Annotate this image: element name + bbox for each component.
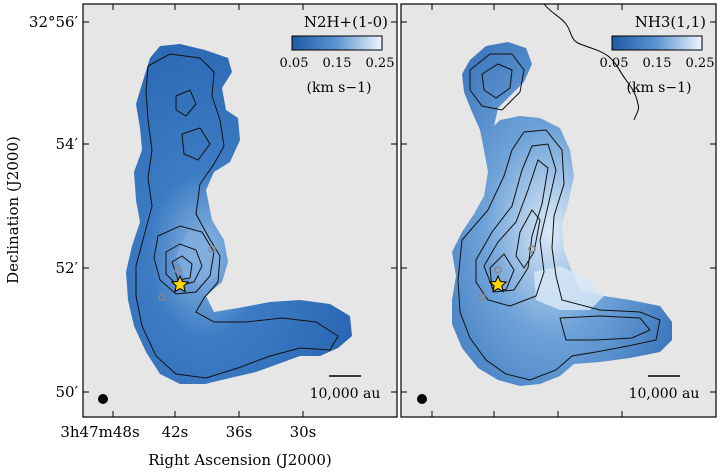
colorbar-tick: 0.15 xyxy=(323,56,352,71)
right-panel-ticks xyxy=(401,4,716,417)
molecule-label: NH3(1,1) xyxy=(635,13,706,31)
ra-tick-label: 30s xyxy=(290,423,317,441)
dec-tick-label: 52′ xyxy=(56,259,79,277)
ra-tick-labels: 3h47m48s 42s 36s 30s xyxy=(60,423,316,441)
n2hp-emission-map xyxy=(126,44,352,384)
source-marker xyxy=(208,245,216,253)
colorbar-frame xyxy=(291,35,383,51)
source-marker xyxy=(158,293,166,301)
source-marker xyxy=(478,293,486,301)
nh3-bright-region xyxy=(534,266,604,310)
panel-nh3: NH3(1,1) 0.05 0.15 0.25 (km s−1) 10,000 … xyxy=(400,3,717,418)
star-marker xyxy=(488,274,508,293)
colorbar xyxy=(612,36,702,50)
ra-tick-label: 3h47m48s xyxy=(60,423,139,441)
n2hp-contours xyxy=(135,53,339,379)
colorbar-tick: 0.15 xyxy=(643,56,672,71)
source-marker xyxy=(174,266,182,274)
colorbar-unit: (km s−1) xyxy=(307,80,372,96)
region-boundary-line xyxy=(543,3,639,121)
colorbar-tick: 0.25 xyxy=(366,56,395,71)
dec-tick-label: 50′ xyxy=(56,383,79,401)
molecule-label: N2H+(1-0) xyxy=(304,13,388,31)
ra-tick-label: 36s xyxy=(226,423,253,441)
scale-bar-label: 10,000 au xyxy=(629,386,700,402)
beam-marker xyxy=(417,394,427,404)
dec-tick-labels: 32°56′ 54′ 52′ 50′ xyxy=(29,13,79,401)
colorbar xyxy=(292,36,382,50)
colorbar-tick: 0.05 xyxy=(600,56,629,71)
nh3-emission-map xyxy=(452,42,672,386)
source-marker xyxy=(528,245,536,253)
panel-n2hp: N2H+(1-0) 0.05 0.15 0.25 (km s−1) 10,000… xyxy=(82,3,398,418)
dec-tick-label: 54′ xyxy=(56,135,79,153)
y-axis-label: Declination (J2000) xyxy=(4,136,22,284)
colorbar-tick: 0.05 xyxy=(280,56,309,71)
beam-marker xyxy=(98,394,108,404)
colorbar-tick: 0.25 xyxy=(686,56,715,71)
left-panel-ticks xyxy=(83,4,397,417)
star-marker xyxy=(170,274,190,293)
colorbar-unit: (km s−1) xyxy=(627,80,692,96)
dec-tick-label: 32°56′ xyxy=(29,13,79,31)
x-axis-label: Right Ascension (J2000) xyxy=(148,451,331,469)
scale-bar-label: 10,000 au xyxy=(310,386,381,402)
colorbar-frame xyxy=(611,35,703,51)
source-marker xyxy=(494,266,502,274)
ra-tick-label: 42s xyxy=(162,423,189,441)
